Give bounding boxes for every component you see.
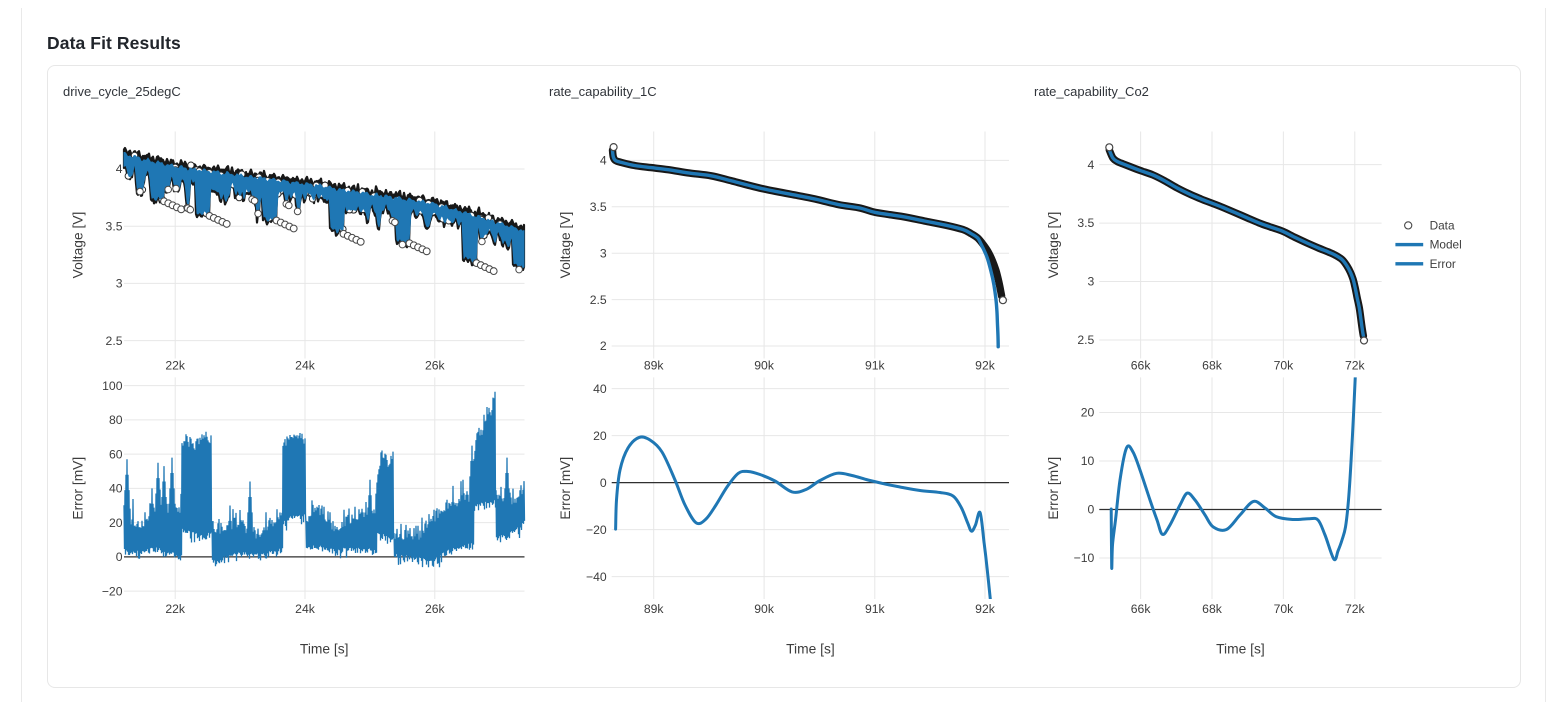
svg-text:Error [mV]: Error [mV] bbox=[71, 457, 86, 520]
svg-text:40: 40 bbox=[593, 382, 607, 396]
svg-text:Time [s]: Time [s] bbox=[1216, 642, 1265, 657]
svg-text:4: 4 bbox=[600, 154, 607, 168]
svg-text:92k: 92k bbox=[975, 359, 996, 373]
svg-text:2.5: 2.5 bbox=[1077, 333, 1094, 347]
svg-text:92k: 92k bbox=[975, 602, 996, 616]
svg-text:22k: 22k bbox=[165, 602, 186, 616]
svg-text:3.5: 3.5 bbox=[106, 219, 123, 233]
svg-text:Error [mV]: Error [mV] bbox=[558, 457, 573, 520]
svg-text:20: 20 bbox=[593, 429, 607, 443]
svg-text:3.5: 3.5 bbox=[590, 200, 607, 214]
svg-text:60: 60 bbox=[109, 447, 123, 461]
svg-text:90k: 90k bbox=[754, 359, 775, 373]
svg-text:Error [mV]: Error [mV] bbox=[1046, 457, 1061, 520]
svg-text:66k: 66k bbox=[1131, 602, 1152, 616]
svg-text:Voltage [V]: Voltage [V] bbox=[1046, 212, 1061, 279]
svg-text:−20: −20 bbox=[586, 523, 607, 537]
svg-text:20: 20 bbox=[1081, 406, 1095, 420]
svg-text:80: 80 bbox=[109, 413, 123, 427]
svg-text:Data: Data bbox=[1430, 218, 1455, 232]
svg-text:91k: 91k bbox=[865, 359, 886, 373]
svg-text:4: 4 bbox=[116, 162, 123, 176]
svg-text:26k: 26k bbox=[425, 602, 446, 616]
svg-text:0: 0 bbox=[600, 476, 607, 490]
svg-text:Time [s]: Time [s] bbox=[300, 642, 349, 657]
svg-text:0: 0 bbox=[116, 550, 123, 564]
svg-text:70k: 70k bbox=[1274, 359, 1295, 373]
svg-text:−40: −40 bbox=[586, 570, 607, 584]
svg-text:89k: 89k bbox=[644, 602, 665, 616]
svg-text:−10: −10 bbox=[1074, 551, 1095, 565]
svg-text:68k: 68k bbox=[1202, 359, 1223, 373]
svg-text:91k: 91k bbox=[865, 602, 886, 616]
svg-text:70k: 70k bbox=[1274, 602, 1295, 616]
svg-text:4: 4 bbox=[1088, 158, 1095, 172]
svg-text:72k: 72k bbox=[1345, 602, 1366, 616]
svg-text:Error: Error bbox=[1430, 257, 1456, 271]
svg-text:100: 100 bbox=[102, 379, 123, 393]
svg-text:90k: 90k bbox=[754, 602, 775, 616]
svg-text:24k: 24k bbox=[295, 359, 316, 373]
svg-text:2.5: 2.5 bbox=[106, 334, 123, 348]
svg-text:89k: 89k bbox=[644, 359, 665, 373]
svg-text:24k: 24k bbox=[295, 602, 316, 616]
svg-text:Voltage [V]: Voltage [V] bbox=[71, 212, 86, 279]
svg-text:2: 2 bbox=[600, 339, 607, 353]
svg-text:68k: 68k bbox=[1202, 602, 1223, 616]
svg-text:22k: 22k bbox=[165, 359, 186, 373]
svg-text:40: 40 bbox=[109, 482, 123, 496]
svg-text:3: 3 bbox=[600, 246, 607, 260]
svg-text:3: 3 bbox=[116, 277, 123, 291]
svg-text:2.5: 2.5 bbox=[590, 293, 607, 307]
svg-text:−20: −20 bbox=[102, 584, 123, 598]
svg-text:72k: 72k bbox=[1345, 359, 1366, 373]
svg-text:10: 10 bbox=[1081, 454, 1095, 468]
svg-text:Model: Model bbox=[1430, 238, 1462, 252]
svg-text:3.5: 3.5 bbox=[1077, 216, 1094, 230]
svg-text:0: 0 bbox=[1088, 503, 1095, 517]
svg-text:26k: 26k bbox=[425, 359, 446, 373]
svg-text:Voltage [V]: Voltage [V] bbox=[558, 212, 573, 279]
svg-text:Time [s]: Time [s] bbox=[786, 642, 835, 657]
svg-text:66k: 66k bbox=[1131, 359, 1152, 373]
svg-text:3: 3 bbox=[1088, 275, 1095, 289]
svg-text:20: 20 bbox=[109, 516, 123, 530]
